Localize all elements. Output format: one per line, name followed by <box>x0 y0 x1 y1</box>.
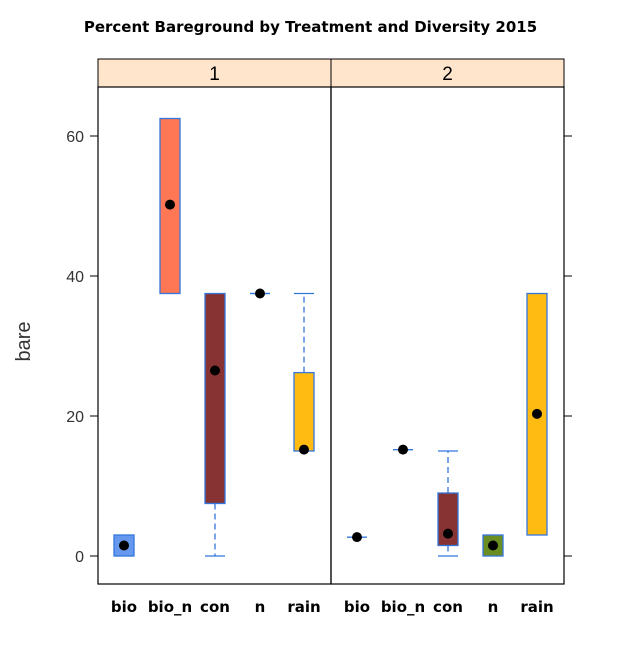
median-dot <box>398 444 408 455</box>
box-rect <box>437 492 459 547</box>
median-dot <box>299 444 309 455</box>
x-tick-label: n <box>488 598 499 616</box>
median-dot <box>352 532 362 543</box>
y-tick-label: 0 <box>75 549 84 566</box>
median-dot <box>210 365 220 376</box>
y-tick-label: 60 <box>66 129 84 146</box>
median-dot <box>488 540 498 551</box>
x-tick-label: rain <box>520 598 553 616</box>
median-dot <box>165 199 175 210</box>
x-tick-label: bio <box>344 598 370 616</box>
x-tick-label: n <box>255 598 266 616</box>
box-con <box>437 450 459 557</box>
x-tick-label: bio_n <box>381 598 425 616</box>
panel-1: 1 bio bio_n con n rain <box>97 58 332 616</box>
y-tick-label: 40 <box>66 269 84 286</box>
box-bio <box>113 534 135 557</box>
x-tick-label: con <box>433 598 463 616</box>
median-dot <box>255 288 265 299</box>
x-tick-label: rain <box>287 598 320 616</box>
chart-title: Percent Bareground by Treatment and Dive… <box>83 18 538 36</box>
panel-frame <box>330 86 565 585</box>
box-rain <box>526 292 548 536</box>
box-con <box>204 292 226 557</box>
x-tick-label: bio <box>111 598 137 616</box>
box-bio_n <box>159 117 181 295</box>
y-axis-label: bare <box>13 321 35 361</box>
box-rain <box>293 292 315 455</box>
box-bio <box>347 532 367 543</box>
box-n <box>250 288 270 299</box>
panel-strip-label: 1 <box>209 64 220 85</box>
panel-strip-label: 2 <box>442 64 453 85</box>
median-dot <box>443 528 453 539</box>
median-dot <box>119 540 129 551</box>
box-n <box>482 534 504 557</box>
box-bio_n <box>393 444 413 455</box>
y-tick-label: 20 <box>66 409 84 426</box>
x-tick-label: con <box>200 598 230 616</box>
x-tick-label: bio_n <box>148 598 192 616</box>
panel-2: 2 bio bio_n con n rain <box>330 58 565 616</box>
box-rect <box>293 371 315 452</box>
box-rect <box>204 292 226 505</box>
median-dot <box>532 408 542 419</box>
